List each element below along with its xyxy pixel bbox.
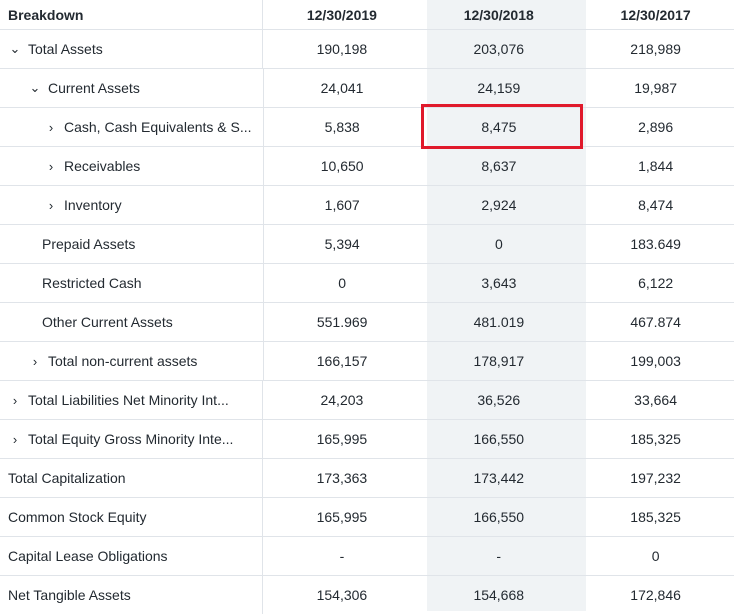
value-cell: 185,325 — [630, 431, 681, 447]
table-row: Net Tangible Assets 154,306 154,668 172,… — [0, 576, 734, 614]
row-label: Net Tangible Assets — [0, 576, 264, 614]
table-row: › Total Equity Gross Minority Inte... 16… — [0, 420, 734, 459]
value-cell: 165,995 — [316, 509, 368, 525]
value-cell: 5,838 — [324, 119, 360, 135]
row-toggle-non-current-assets[interactable]: › Total non-current assets — [0, 342, 264, 380]
value-cell: 197,232 — [630, 470, 681, 486]
value-cell: 24,041 — [320, 80, 364, 96]
value-cell: 551.969 — [316, 314, 368, 330]
column-header-2019: 12/30/2019 — [306, 6, 377, 23]
value-cell: 199,003 — [630, 353, 681, 369]
row-toggle-total-assets[interactable]: ⌄ Total Assets — [0, 30, 264, 68]
value-cell: 5,394 — [324, 236, 360, 252]
value-cell: 8,637 — [481, 158, 517, 174]
table-row: Total Capitalization 173,363 173,442 197… — [0, 459, 734, 498]
value-cell: 172,846 — [630, 587, 681, 603]
value-cell: 173,363 — [316, 470, 368, 486]
row-toggle-receivables[interactable]: › Receivables — [0, 147, 264, 185]
chevron-right-icon: › — [12, 392, 18, 408]
value-cell: 2,924 — [481, 197, 517, 213]
chevron-down-icon: ⌄ — [29, 80, 41, 95]
table-row: Prepaid Assets 5,394 0 183.649 — [0, 225, 734, 264]
chevron-right-icon: › — [12, 431, 18, 447]
row-toggle-total-liabilities[interactable]: › Total Liabilities Net Minority Int... — [0, 381, 264, 419]
breakdown-header: Breakdown — [0, 0, 264, 29]
value-cell: 166,157 — [316, 353, 368, 369]
table-row: › Total Liabilities Net Minority Int... … — [0, 381, 734, 420]
row-toggle-cash[interactable]: › Cash, Cash Equivalents & S... — [0, 108, 264, 146]
chevron-right-icon: › — [32, 353, 38, 369]
value-cell: 178,917 — [473, 353, 525, 369]
value-cell: 33,664 — [634, 392, 677, 408]
row-label: Prepaid Assets — [0, 225, 264, 263]
table-row: › Receivables 10,650 8,637 1,844 — [0, 147, 734, 186]
value-cell: 467.874 — [630, 314, 681, 330]
row-label: Other Current Assets — [0, 303, 264, 341]
value-cell: 185,325 — [630, 509, 681, 525]
table-row: › Inventory 1,607 2,924 8,474 — [0, 186, 734, 225]
row-label: Restricted Cash — [0, 264, 264, 302]
chevron-right-icon: › — [48, 119, 54, 135]
value-cell-highlighted: 8,475 — [481, 119, 517, 135]
row-toggle-inventory[interactable]: › Inventory — [0, 186, 264, 224]
table-row: › Cash, Cash Equivalents & S... 5,838 8,… — [0, 108, 734, 147]
value-cell: 36,526 — [477, 392, 521, 408]
table-row: Capital Lease Obligations - - 0 — [0, 537, 734, 576]
table-row: Restricted Cash 0 3,643 6,122 — [0, 264, 734, 303]
value-cell: 481.019 — [473, 314, 525, 330]
value-cell: 166,550 — [473, 509, 525, 525]
table-row: ⌄ Current Assets 24,041 24,159 19,987 — [0, 69, 734, 108]
value-cell: 183.649 — [630, 236, 681, 252]
table-row: › Total non-current assets 166,157 178,9… — [0, 342, 734, 381]
table-row: ⌄ Total Assets 190,198 203,076 218,989 — [0, 30, 734, 69]
chevron-down-icon: ⌄ — [9, 41, 21, 56]
table-header-row: Breakdown 12/30/2019 12/30/2018 12/30/20… — [0, 0, 734, 30]
value-cell: 190,198 — [316, 41, 368, 57]
highlighted-column-background — [427, 0, 586, 611]
value-cell: 1,844 — [638, 158, 674, 174]
value-cell: 166,550 — [473, 431, 525, 447]
value-cell: 6,122 — [638, 275, 674, 291]
value-cell: 154,668 — [473, 587, 525, 603]
value-cell: 10,650 — [320, 158, 364, 174]
chevron-right-icon: › — [48, 197, 54, 213]
value-cell: - — [339, 548, 345, 564]
value-cell: 173,442 — [473, 470, 525, 486]
value-cell: 2,896 — [638, 119, 674, 135]
value-cell: 3,643 — [481, 275, 517, 291]
value-cell: 24,159 — [477, 80, 521, 96]
table-row: Other Current Assets 551.969 481.019 467… — [0, 303, 734, 342]
value-cell: 24,203 — [320, 392, 364, 408]
column-header-2018: 12/30/2018 — [463, 6, 534, 23]
chevron-right-icon: › — [48, 158, 54, 174]
table-row: Common Stock Equity 165,995 166,550 185,… — [0, 498, 734, 537]
value-cell: 8,474 — [638, 197, 674, 213]
value-cell: 154,306 — [316, 587, 368, 603]
value-cell: 19,987 — [634, 80, 678, 96]
value-cell: 0 — [338, 275, 347, 291]
value-cell: 1,607 — [324, 197, 360, 213]
value-cell: 218,989 — [630, 41, 681, 57]
row-label: Capital Lease Obligations — [0, 537, 264, 575]
row-toggle-current-assets[interactable]: ⌄ Current Assets — [0, 69, 264, 107]
value-cell: 0 — [651, 548, 660, 564]
column-header-2017: 12/30/2017 — [620, 6, 691, 23]
row-label: Common Stock Equity — [0, 498, 264, 536]
value-cell: 203,076 — [473, 41, 525, 57]
value-cell: 165,995 — [316, 431, 368, 447]
row-label: Total Capitalization — [0, 459, 264, 497]
row-toggle-total-equity[interactable]: › Total Equity Gross Minority Inte... — [0, 420, 264, 458]
value-cell: 0 — [495, 236, 503, 252]
value-cell: - — [496, 548, 502, 564]
